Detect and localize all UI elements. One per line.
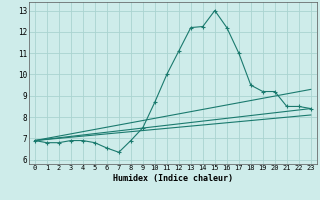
- X-axis label: Humidex (Indice chaleur): Humidex (Indice chaleur): [113, 174, 233, 183]
